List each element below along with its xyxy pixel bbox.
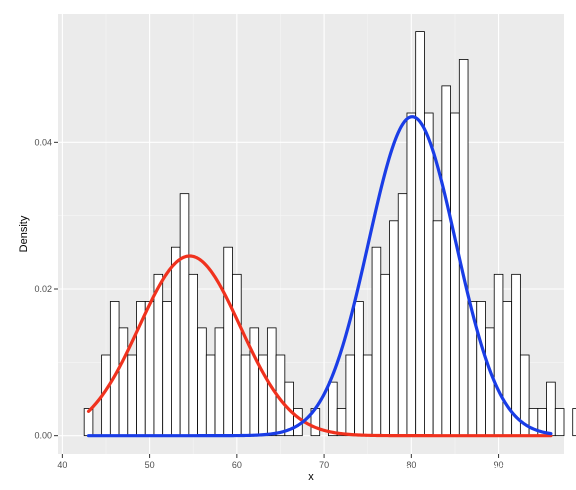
x-tick-label: 70: [319, 460, 329, 470]
histogram-bar: [572, 408, 576, 437]
histogram-bar: [493, 273, 504, 437]
watermark-text: https://blog.csdn.net/ @稀土掘金技术社区: [348, 461, 568, 475]
histogram-bar: [362, 354, 373, 437]
histogram-bar: [441, 85, 451, 437]
histogram-bar: [502, 301, 513, 437]
y-tick-label: 0.04: [34, 137, 52, 147]
histogram-bar: [144, 301, 155, 437]
histogram-bar: [546, 381, 556, 437]
x-axis-title: x: [308, 471, 314, 483]
y-axis-title: Density: [18, 215, 30, 252]
histogram-bar: [188, 273, 198, 437]
histogram-bar: [197, 327, 207, 437]
histogram-bars: [83, 31, 576, 437]
histogram-bar: [389, 220, 399, 437]
density-curve: [86, 254, 553, 438]
y-tick-label: 0.00: [34, 431, 52, 441]
x-tick-label: 80: [406, 460, 416, 470]
histogram-bar: [354, 301, 364, 437]
histogram-bar: [336, 408, 347, 437]
histogram-bar: [554, 408, 565, 437]
histogram-bar: [162, 301, 172, 437]
histogram-bar: [424, 112, 434, 437]
histogram-bar: [127, 354, 137, 437]
y-tick-label: 0.02: [34, 284, 52, 294]
histogram-bar: [214, 327, 225, 437]
histogram-bar: [371, 246, 382, 437]
y-axis-ticks: 0.00 0.02 0.04: [34, 137, 58, 441]
x-tick-label: 50: [145, 460, 155, 470]
x-axis-ticks: 40 50 60 70 80 90: [57, 454, 504, 470]
density-curves: [86, 115, 553, 438]
x-tick-label: 90: [494, 460, 504, 470]
histogram-bar: [232, 273, 242, 437]
histogram-bar: [415, 31, 425, 437]
histogram-bar: [328, 381, 338, 437]
histogram-bar: [450, 112, 460, 437]
histogram-bar: [179, 193, 190, 437]
histogram-bar: [458, 59, 469, 437]
histogram-bar: [432, 220, 443, 437]
histogram-bar: [380, 273, 390, 437]
histogram-bar: [205, 354, 216, 437]
histogram-bar: [476, 301, 486, 437]
histogram-bar: [118, 327, 129, 437]
histogram-bar: [240, 354, 251, 437]
density-curve: [86, 115, 553, 438]
histogram-bar: [223, 246, 233, 437]
histogram-bar: [397, 193, 408, 437]
histogram-bar: [345, 354, 356, 437]
histogram-bar: [249, 327, 260, 437]
x-tick-label: 60: [232, 460, 242, 470]
x-tick-label: 40: [57, 460, 67, 470]
histogram-bar: [171, 246, 181, 437]
histogram-bar: [153, 273, 164, 437]
histogram-bar: [406, 112, 417, 437]
